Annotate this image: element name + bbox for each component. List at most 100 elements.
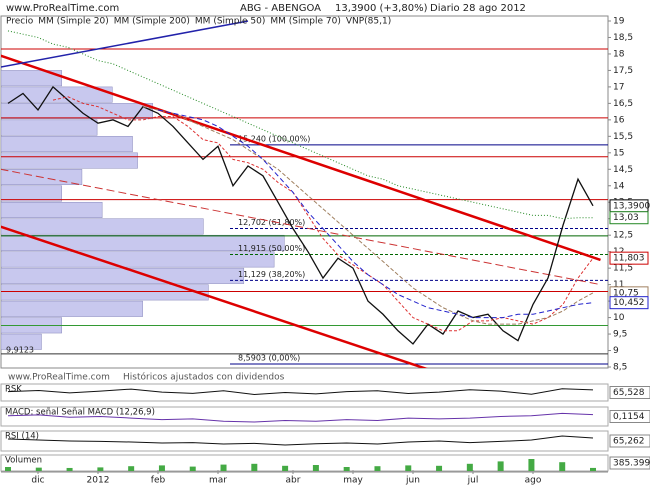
last-value-box (609, 386, 650, 399)
y-tick-label: 18 (613, 49, 625, 59)
volume-bar (466, 463, 473, 471)
footer-note: Históricos ajustados con dividendos (123, 372, 285, 383)
price-label-box (609, 296, 649, 310)
fib-label: 15,240 (100,00%) (238, 134, 310, 143)
panel-title: Volumen (5, 456, 42, 466)
volume-profile-bar (1, 300, 143, 317)
trendline (1, 168, 601, 286)
x-tick-label: may (343, 476, 363, 486)
volume-bar (312, 465, 319, 471)
x-tick-label: dic (31, 476, 44, 486)
y-tick-label: 10 (613, 313, 625, 323)
y-tick-label: 11,5 (613, 264, 633, 274)
y-tick-label: 17,5 (613, 66, 633, 76)
y-tick-label: 14,5 (613, 165, 633, 175)
volume-profile-bar (1, 267, 245, 284)
legend-entry: Precio (6, 17, 34, 27)
trendline (1, 225, 428, 368)
y-tick-label: 16 (613, 115, 625, 125)
panel-frame (0, 383, 609, 402)
volume-bar (66, 467, 73, 471)
x-tick-label: jun (405, 476, 420, 486)
y-tick-label: 11 (613, 280, 624, 290)
volume-bar (405, 465, 412, 471)
fib-label: 8,5903 (0,00%) (238, 354, 300, 363)
y-tick-label: 9,5 (613, 330, 627, 340)
last-value: 65,262 (613, 437, 645, 447)
footer-site: www.ProRealTime.com (8, 373, 110, 383)
y-tick-label: 19 (613, 17, 625, 27)
volume-bar (158, 465, 165, 471)
legend-entry: MM (Simple 200) (114, 17, 190, 27)
y-tick-label: 17 (613, 82, 624, 92)
volume-profile-bar (1, 201, 103, 218)
y-tick-label: 12,5 (613, 231, 633, 241)
volume-profile-bar (1, 70, 62, 87)
volume-bar (559, 462, 566, 471)
last-value-box (609, 456, 650, 470)
y-tick-label: 15 (613, 148, 624, 158)
series-line (157, 109, 594, 319)
panel-title: MACD: señal Señal MACD (12,26,9) (5, 408, 155, 418)
x-tick-label: abr (286, 476, 301, 486)
price-label-box (609, 251, 649, 265)
series-line (7, 85, 594, 345)
volume-bar (189, 466, 196, 471)
y-tick-label: 14 (613, 181, 625, 191)
plot-area: 15,240 (100,00%) 12,702 (61,80%) 11,915 (5… (1, 20, 608, 368)
fib-label: 11,915 (50,00%) (238, 244, 305, 253)
series-line (7, 30, 593, 220)
volume-bar (97, 467, 104, 471)
price-label: 13,03 (613, 213, 639, 223)
indicator-line (7, 412, 594, 423)
volume-profile-bar (1, 333, 42, 350)
volume-bar (436, 465, 443, 471)
last-value-box (609, 410, 650, 423)
price-label-box (609, 211, 649, 225)
price-label: 10,75 (613, 288, 639, 298)
x-tick-label: mar (209, 476, 227, 486)
x-tick-label: jul (467, 476, 479, 486)
trendline (1, 54, 601, 262)
panel-frame (0, 454, 609, 472)
last-value: 0,1154 (613, 412, 645, 422)
panel-title: RSI (14) (5, 432, 39, 442)
y-tick-label: 9 (613, 346, 619, 356)
volume-profile-bar (1, 251, 275, 268)
period: Diario 28 ago 2012 (430, 3, 526, 14)
volume-profile-bar (1, 103, 153, 120)
volume-bar (374, 466, 381, 471)
volume-profile-bar (1, 152, 138, 169)
volume-profile-bar (1, 284, 209, 301)
y-tick-label: 8,5 (613, 363, 627, 373)
volume-bar (528, 459, 535, 471)
volume-bar (343, 467, 350, 471)
fib-label: 12,702 (61,80%) (238, 218, 305, 227)
price-label: 11,803 (613, 254, 645, 264)
volume-bar (282, 465, 289, 471)
panel-title: RSK (5, 385, 22, 395)
site: www.ProRealTime.com (6, 3, 119, 14)
volume-bar (128, 466, 135, 471)
indicator-line (7, 388, 594, 396)
profile-low-label: 9,9123 (6, 346, 34, 355)
indicator-line (7, 435, 594, 446)
volume-profile-bar (1, 136, 133, 153)
volume-bar (35, 467, 42, 471)
y-tick-label: 15,5 (613, 132, 633, 142)
volume-profile-bar (1, 119, 98, 136)
volume-bar (497, 461, 504, 471)
panel-frame (0, 406, 609, 427)
trendline (1, 20, 249, 68)
x-tick-label: ago (525, 476, 542, 486)
panel-frame (0, 430, 609, 452)
x-tick-label: 2012 (87, 476, 110, 486)
last-value: 65,528 (613, 388, 645, 398)
last-value-box (609, 434, 650, 448)
last-value: 385.399 (613, 459, 650, 469)
symbol: ABG - ABENGOA (240, 3, 321, 14)
volume-bar (220, 464, 227, 471)
y-tick-label: 16,5 (613, 99, 633, 109)
series-line (142, 106, 594, 325)
